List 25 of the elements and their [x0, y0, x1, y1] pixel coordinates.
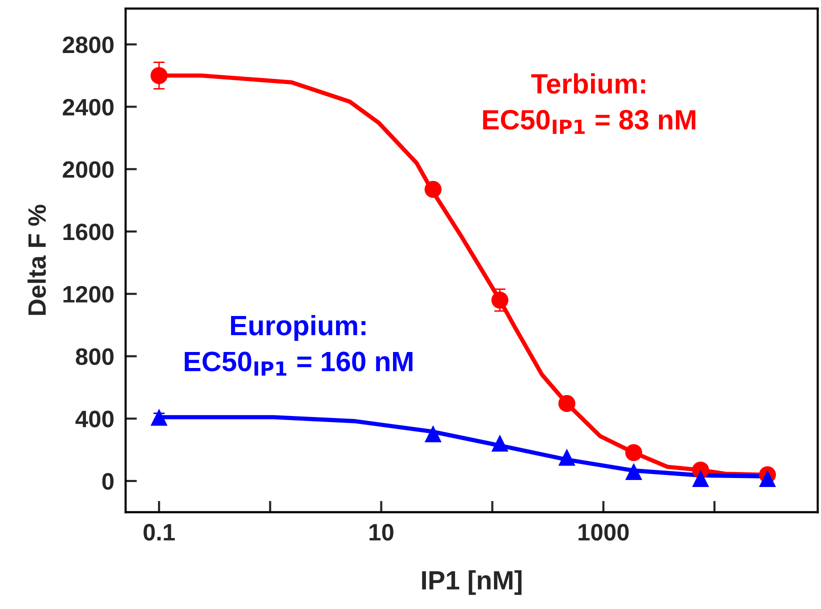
y-tick-label: 2400: [62, 98, 114, 116]
annotation: Terbium: EC50$_{IP1}$ = 83 nM: [483, 73, 696, 134]
x-axis-title: IP1 [nM]: [422, 570, 522, 595]
y-axis-title: Delta F %: [28, 204, 46, 315]
point: [424, 425, 442, 442]
y-tick-label: 1600: [63, 224, 114, 240]
x-tick-label: 10: [370, 524, 394, 541]
point: [625, 444, 642, 462]
y-tick-label: 1200: [63, 286, 114, 303]
point: [558, 394, 576, 412]
y-tick-label: 400: [75, 410, 114, 428]
x-tick-label: 1000: [578, 524, 629, 541]
point: [491, 292, 508, 309]
y-tick-label: 0: [102, 473, 114, 490]
point: [625, 462, 642, 480]
point: [491, 434, 508, 452]
x-tick-label: 0.1: [144, 524, 175, 541]
y-tick-label: 2000: [62, 161, 114, 178]
point: [758, 470, 776, 487]
annotation: Europium: EC50$_{IP1}$ = 160 nM: [184, 315, 412, 376]
y-tick-label: 2800: [62, 36, 114, 54]
point: [692, 470, 710, 487]
point: [424, 180, 442, 198]
y-tick-label: 800: [76, 348, 114, 366]
point: [558, 448, 576, 466]
